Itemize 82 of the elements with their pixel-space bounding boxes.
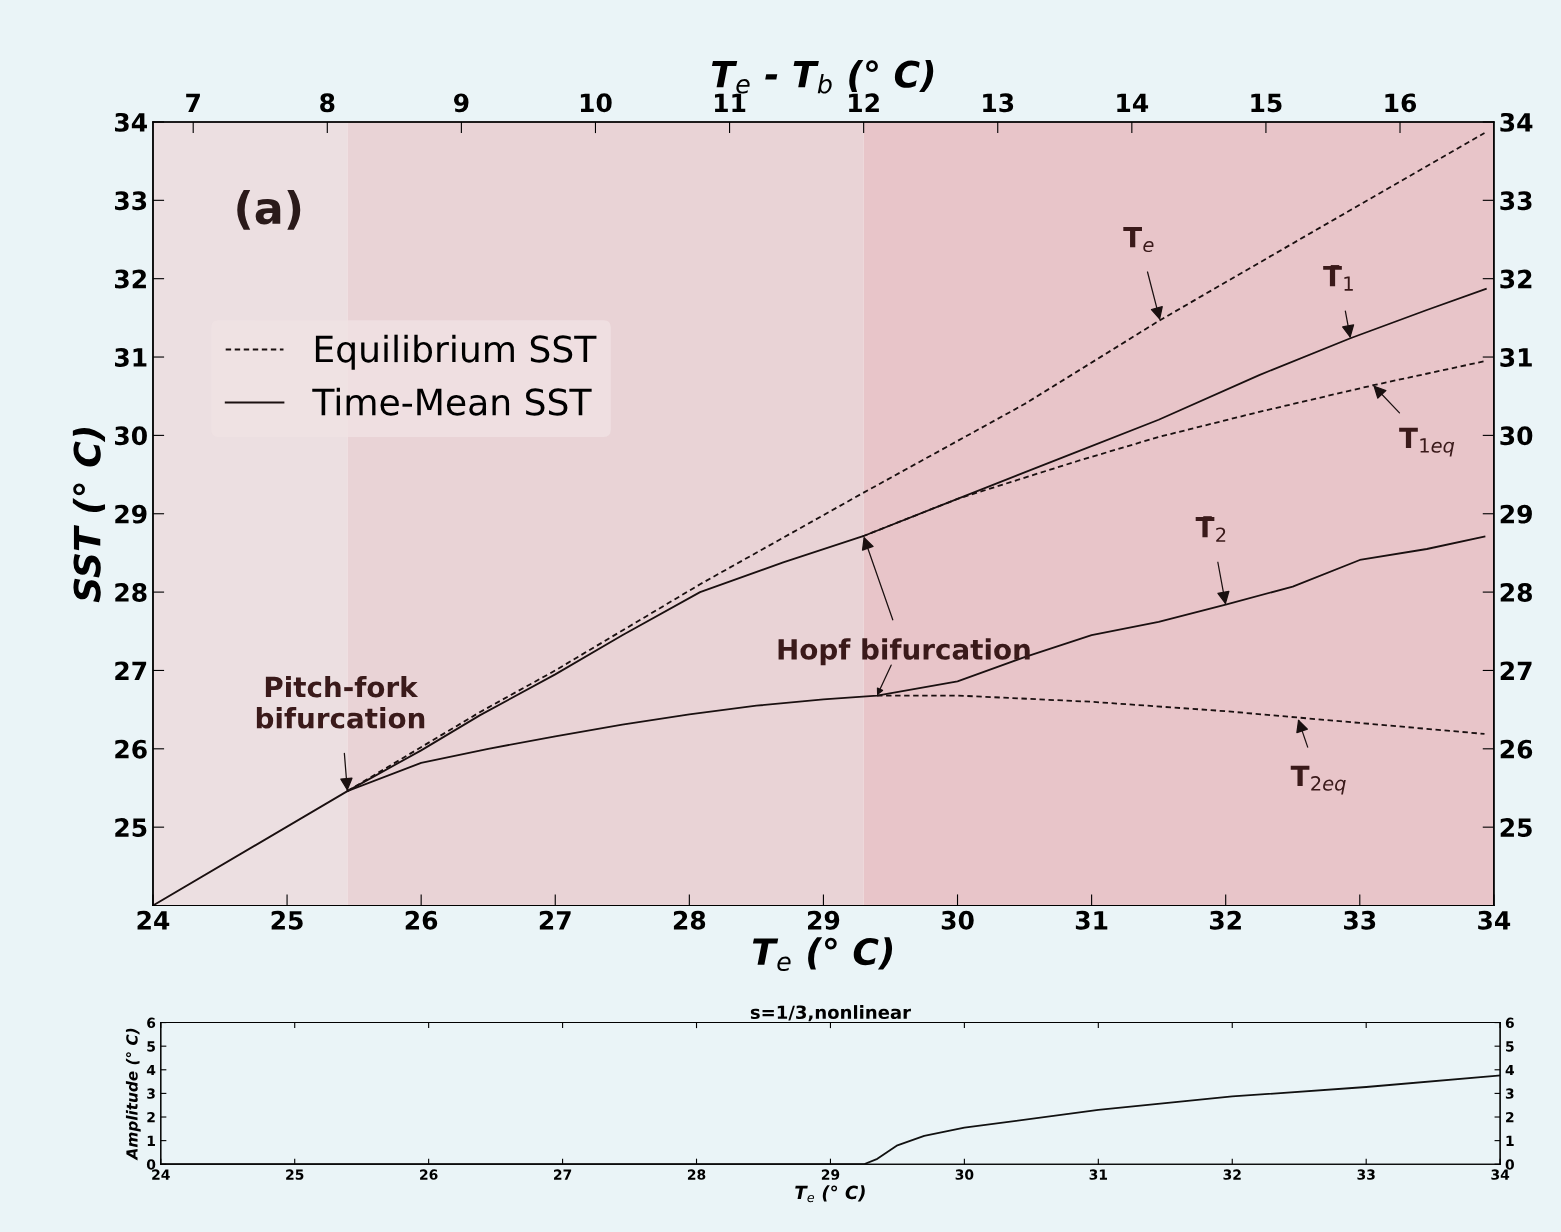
- y-tick-label: 26: [115, 739, 147, 759]
- y-tick-label: 31: [115, 347, 147, 367]
- annotation: T̄$_{1}$: [1323, 265, 1353, 291]
- y-tick-label: 4: [146, 1064, 156, 1076]
- y-tick-label: 25: [115, 818, 147, 838]
- y2-tick-label: 31: [1500, 347, 1532, 367]
- x-tick-label: 25: [286, 1169, 304, 1180]
- y2-tick-label: 34: [1500, 112, 1533, 132]
- x-tick-label: 34: [1478, 910, 1511, 930]
- y2-tick-label: 4: [1505, 1064, 1515, 1076]
- y-tick-label: 6: [147, 1017, 156, 1029]
- x-tick-label: 33: [1357, 1169, 1375, 1180]
- x-tick-label: 30: [941, 910, 974, 930]
- annotation: T$_{2eq}$: [1290, 765, 1346, 795]
- y2-tick-label: 6: [1505, 1017, 1514, 1029]
- y2-tick-label: 27: [1500, 661, 1532, 680]
- x-tick-label: 28: [673, 910, 706, 930]
- x-tick-label: 33: [1344, 910, 1376, 930]
- y-tick-label: 1: [147, 1135, 155, 1146]
- x-tick-label: 34: [1491, 1169, 1510, 1180]
- x-tick-label: 25: [271, 910, 303, 930]
- y-tick-label: 33: [115, 191, 147, 211]
- x-tick-label: 32: [1223, 1169, 1241, 1180]
- y-tick-label: 27: [115, 661, 147, 680]
- y2-tick-label: 26: [1500, 739, 1533, 759]
- y-tick-label: 5: [147, 1041, 155, 1052]
- y2-tick-label: 0: [1505, 1159, 1514, 1170]
- y2-tick-label: 1: [1506, 1135, 1514, 1146]
- x2-tick-label: 13: [983, 93, 1014, 113]
- x2-tick-label: 9: [453, 93, 469, 113]
- legend-label: Time-Mean SST: [312, 387, 592, 416]
- annotation: Pitch-fork bifurcation: [256, 676, 425, 729]
- annotation: T$_{1eq}$: [1399, 427, 1455, 457]
- annotation: T̄$_{2}$: [1195, 516, 1226, 542]
- y2-tick-label: 2: [1506, 1111, 1514, 1123]
- x2-tick-label: 11: [714, 93, 746, 112]
- annotation: (a): [237, 190, 301, 230]
- y-tick-label: 32: [115, 269, 146, 289]
- y-tick-label: 2: [147, 1111, 155, 1123]
- y2-tick-label: 29: [1500, 504, 1532, 524]
- y2-tick-label: 5: [1506, 1041, 1514, 1052]
- legend-label: Equilibrium SST: [315, 334, 597, 370]
- y2-tick-label: 28: [1500, 583, 1532, 602]
- x-tick-label: 27: [539, 910, 571, 930]
- x-tick-label: 28: [687, 1169, 706, 1180]
- y-tick-label: 3: [147, 1088, 155, 1099]
- x-tick-label: 24: [152, 1169, 170, 1180]
- y-axis-title: SST (° C): [72, 428, 106, 603]
- x2-axis-title: T$_{e}$ - T$_{b}$ (° C): [711, 59, 934, 94]
- annotation: Hopf bifurcation: [778, 638, 1030, 666]
- x-tick-label: 30: [955, 1169, 974, 1180]
- x2-tick-label: 7: [186, 93, 200, 112]
- y2-tick-label: 32: [1500, 269, 1532, 289]
- x2-tick-label: 14: [1117, 93, 1149, 112]
- x-tick-label: 31: [1089, 1169, 1108, 1180]
- x-tick-label: 27: [554, 1169, 572, 1180]
- chart-title: s=1/3,nonlinear: [750, 1005, 911, 1022]
- y-axis-title: Amplitude (° C): [125, 1028, 141, 1161]
- annotation: T$_{e}$: [1123, 227, 1154, 253]
- x-tick-label: 26: [405, 910, 438, 930]
- x2-tick-label: 8: [320, 93, 335, 113]
- x2-tick-label: 10: [580, 93, 612, 113]
- y-tick-label: 29: [115, 504, 147, 524]
- x2-tick-label: 16: [1385, 93, 1417, 113]
- x-tick-label: 29: [808, 910, 840, 930]
- y-tick-label: 34: [115, 112, 147, 132]
- y2-tick-label: 3: [1505, 1088, 1514, 1099]
- x-tick-label: 29: [821, 1169, 840, 1180]
- x-tick-label: 24: [137, 910, 170, 930]
- x-tick-label: 32: [1209, 910, 1241, 930]
- y-tick-label: 28: [115, 583, 147, 602]
- x-tick-label: 26: [420, 1169, 438, 1180]
- x2-tick-label: 12: [849, 93, 879, 112]
- x-axis-title: T$_{e}$ (° C): [752, 937, 893, 972]
- y-tick-label: 30: [115, 426, 147, 446]
- y-tick-label: 0: [146, 1159, 156, 1170]
- y2-tick-label: 30: [1500, 426, 1533, 446]
- x-tick-label: 31: [1075, 910, 1108, 930]
- y2-tick-label: 25: [1500, 818, 1532, 838]
- x2-tick-label: 15: [1251, 93, 1282, 113]
- x-axis-title: T$_{e}$ (° C): [795, 1185, 865, 1203]
- y2-tick-label: 33: [1500, 191, 1532, 211]
